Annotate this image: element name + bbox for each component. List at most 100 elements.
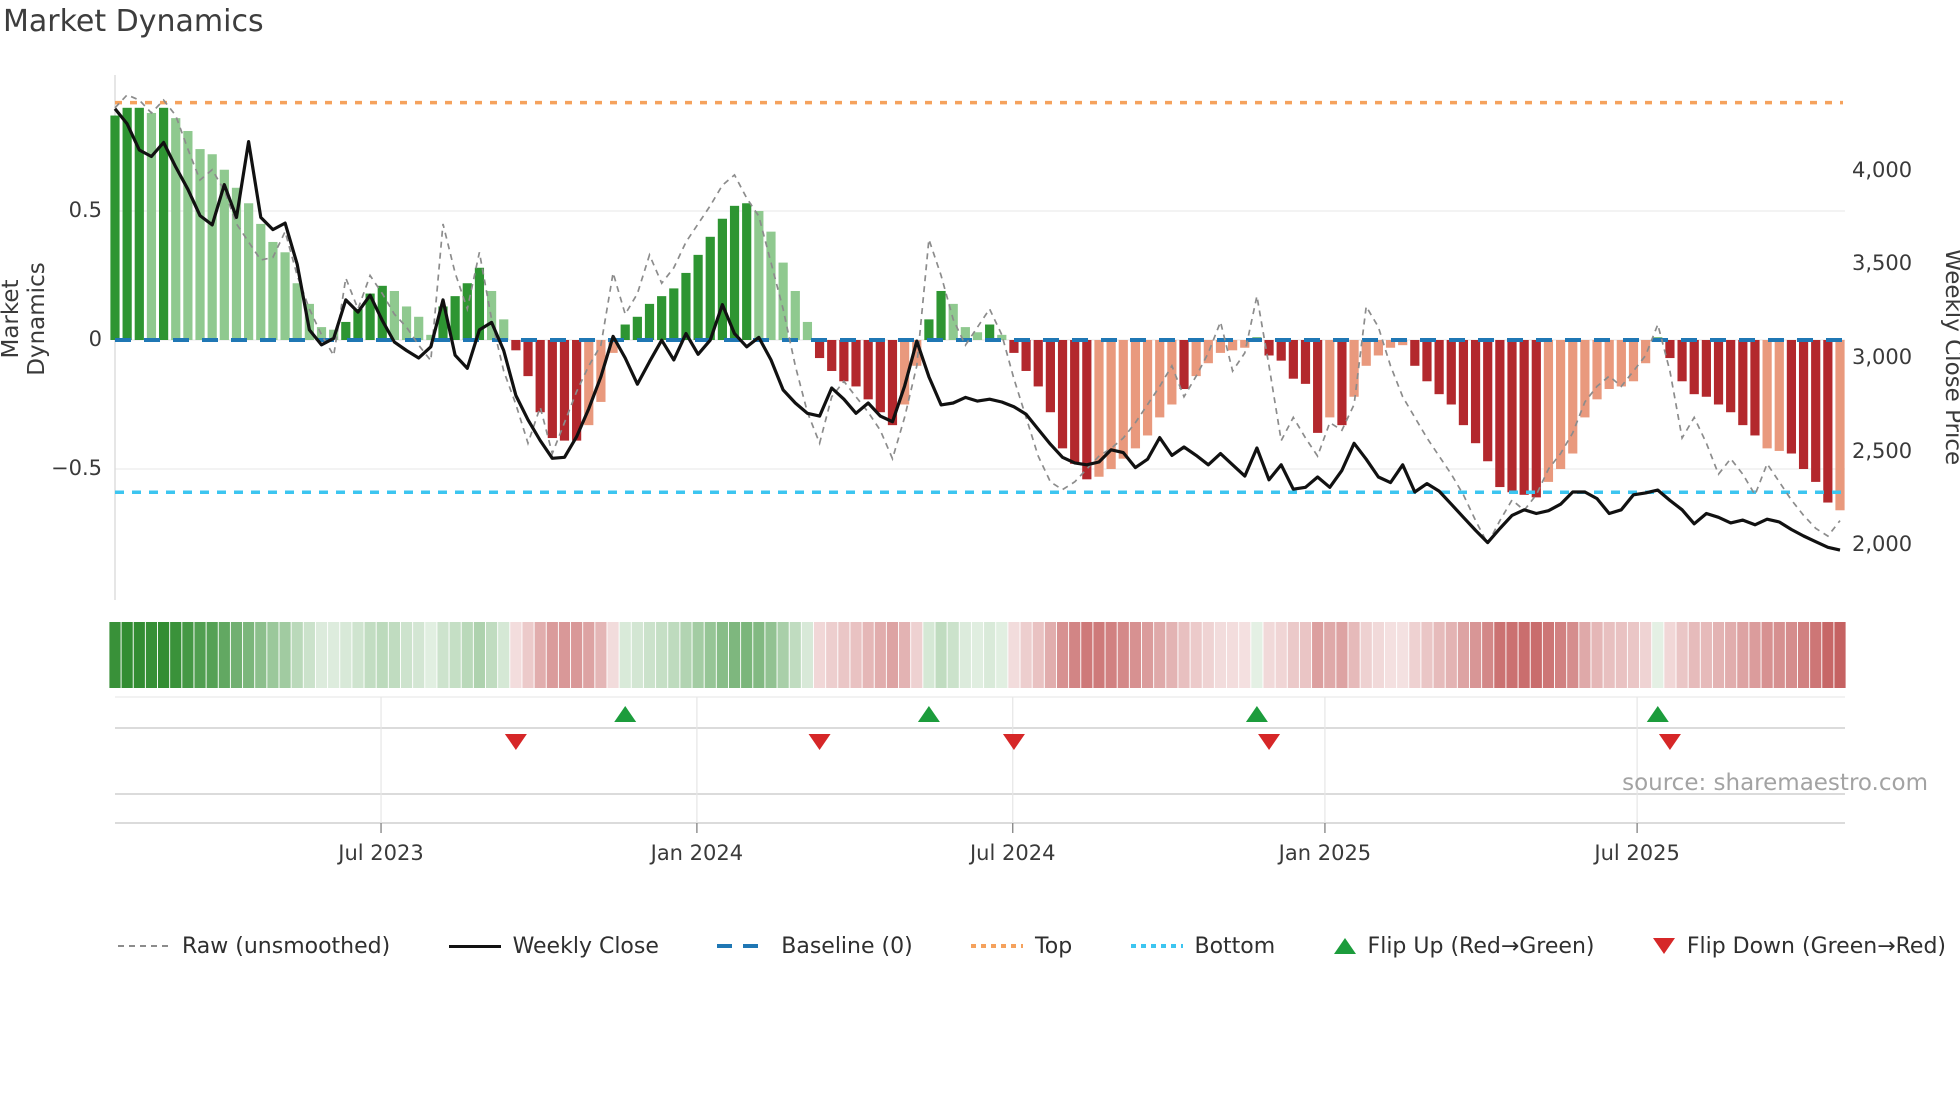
heatmap-cell xyxy=(376,622,388,688)
raw-line xyxy=(114,93,1841,546)
oscillator-bar-negative xyxy=(1531,340,1541,498)
heatmap-cell xyxy=(971,622,984,688)
heatmap-cell xyxy=(1676,622,1688,688)
heatmap-cell xyxy=(267,622,279,688)
heatmap-cell xyxy=(1834,622,1846,688)
oscillator-bar-negative xyxy=(1033,340,1043,387)
heatmap-cell xyxy=(1615,622,1627,688)
left-tick-label: 0 xyxy=(88,327,102,351)
oscillator-bar-positive xyxy=(171,118,181,341)
oscillator-bar-negative xyxy=(523,340,533,377)
heatmap-cell xyxy=(984,622,996,688)
heatmap-cell xyxy=(1214,622,1227,688)
heatmap-cell xyxy=(741,622,753,688)
oscillator-bar-negative xyxy=(1713,340,1724,405)
oscillator-bar-positive xyxy=(244,203,254,340)
flip-down-marker xyxy=(808,734,831,750)
oscillator-bar-negative xyxy=(851,340,861,387)
oscillator-bar-positive xyxy=(742,203,752,340)
oscillator-bar-negative xyxy=(1373,340,1383,356)
oscillator-bar-negative xyxy=(1750,340,1760,436)
legend-label: Flip Up (Red→Green) xyxy=(1367,933,1595,959)
oscillator-bar-negative xyxy=(511,340,521,351)
x-tick-label: Jan 2024 xyxy=(650,841,744,865)
oscillator-bar-positive xyxy=(644,303,655,340)
heatmap-cell xyxy=(170,622,182,688)
heatmap-cell xyxy=(255,622,267,688)
heatmap-cell xyxy=(1579,622,1591,688)
heatmap-cell xyxy=(546,622,558,688)
oscillator-bar-negative xyxy=(1118,340,1128,459)
oscillator-bar-positive xyxy=(474,267,485,340)
oscillator-bar-negative xyxy=(608,340,618,353)
heatmap-cell xyxy=(911,622,923,688)
bottom-legend-icon xyxy=(1130,944,1183,948)
flip-down-marker xyxy=(1002,734,1025,750)
oscillator-bar-positive xyxy=(450,296,460,340)
oscillator-bar-negative xyxy=(1811,340,1821,482)
left-axis-label: Market Dynamics xyxy=(0,262,50,376)
heatmap-cell xyxy=(194,622,206,688)
oscillator-bar-negative xyxy=(1191,340,1201,377)
oscillator-bar-positive xyxy=(766,231,776,340)
oscillator-bar-negative xyxy=(1823,340,1833,503)
heatmap-cell xyxy=(485,622,498,688)
oscillator-bar-positive xyxy=(632,316,642,340)
heatmap-cell xyxy=(1032,622,1044,688)
flip-up-marker xyxy=(917,706,940,722)
oscillator-bar-negative xyxy=(1798,340,1809,469)
close-legend-icon xyxy=(448,944,501,948)
heatmap-cell xyxy=(692,622,704,688)
oscillator-bar-positive xyxy=(620,324,630,340)
oscillator-bar-negative xyxy=(1701,340,1711,397)
heatmap-cell xyxy=(413,622,425,688)
heatmap-cell xyxy=(1336,622,1348,688)
heatmap-cell xyxy=(206,622,218,688)
legend-label: Top xyxy=(1035,933,1073,959)
heatmap-cell xyxy=(510,622,522,688)
heatmap-cell xyxy=(1372,622,1384,688)
heatmap-cell xyxy=(558,622,571,688)
flipup-legend-icon xyxy=(1333,938,1356,954)
legend: Raw (unsmoothed) Weekly Close Baseline (0)… xyxy=(118,924,1946,968)
oscillator-bar-positive xyxy=(681,272,691,340)
heatmap-cell xyxy=(1166,622,1178,688)
oscillator-bar-negative xyxy=(1495,340,1505,488)
oscillator-bar-negative xyxy=(1155,340,1165,418)
oscillator-bar-positive xyxy=(110,115,120,340)
flip-up-marker xyxy=(614,706,637,722)
oscillator-bar-positive xyxy=(960,327,970,340)
x-tick-label: Jul 2025 xyxy=(1594,841,1680,865)
heatmap-cell xyxy=(1518,622,1530,688)
oscillator-bar-positive xyxy=(158,107,169,340)
heatmap-cell xyxy=(631,622,643,688)
heatmap-cell xyxy=(1348,622,1360,688)
price-line xyxy=(113,107,1841,552)
legend-label: Baseline (0) xyxy=(781,933,913,959)
heatmap-cell xyxy=(753,622,765,688)
right-tick-label: 3,000 xyxy=(1852,345,1913,369)
oscillator-bar-positive xyxy=(389,290,400,340)
heatmap-cell xyxy=(1202,622,1214,688)
oscillator-bar-positive xyxy=(802,321,813,340)
oscillator-bar-positive xyxy=(499,319,509,340)
oscillator-bar-negative xyxy=(1082,340,1092,480)
x-tick-label: Jan 2025 xyxy=(1278,841,1372,865)
heatmap-cell xyxy=(1554,622,1567,688)
heatmap-cell xyxy=(643,622,656,688)
heatmap-cell xyxy=(1129,622,1142,688)
oscillator-bar-negative xyxy=(1385,340,1396,348)
heatmap-cell xyxy=(996,622,1008,688)
oscillator-bar-positive xyxy=(292,283,302,340)
heatmap-cell xyxy=(1445,622,1457,688)
heatmap-cell xyxy=(1263,622,1275,688)
oscillator-bar-positive xyxy=(231,187,242,340)
legend-label: Raw (unsmoothed) xyxy=(182,933,391,959)
heatmap-cell xyxy=(1093,622,1105,688)
heatmap-cell xyxy=(1421,622,1433,688)
right-tick-label: 3,500 xyxy=(1852,251,1913,276)
heatmap-cell xyxy=(303,622,315,688)
heatmap-cell xyxy=(1178,622,1190,688)
heatmap-cell xyxy=(1056,622,1069,688)
